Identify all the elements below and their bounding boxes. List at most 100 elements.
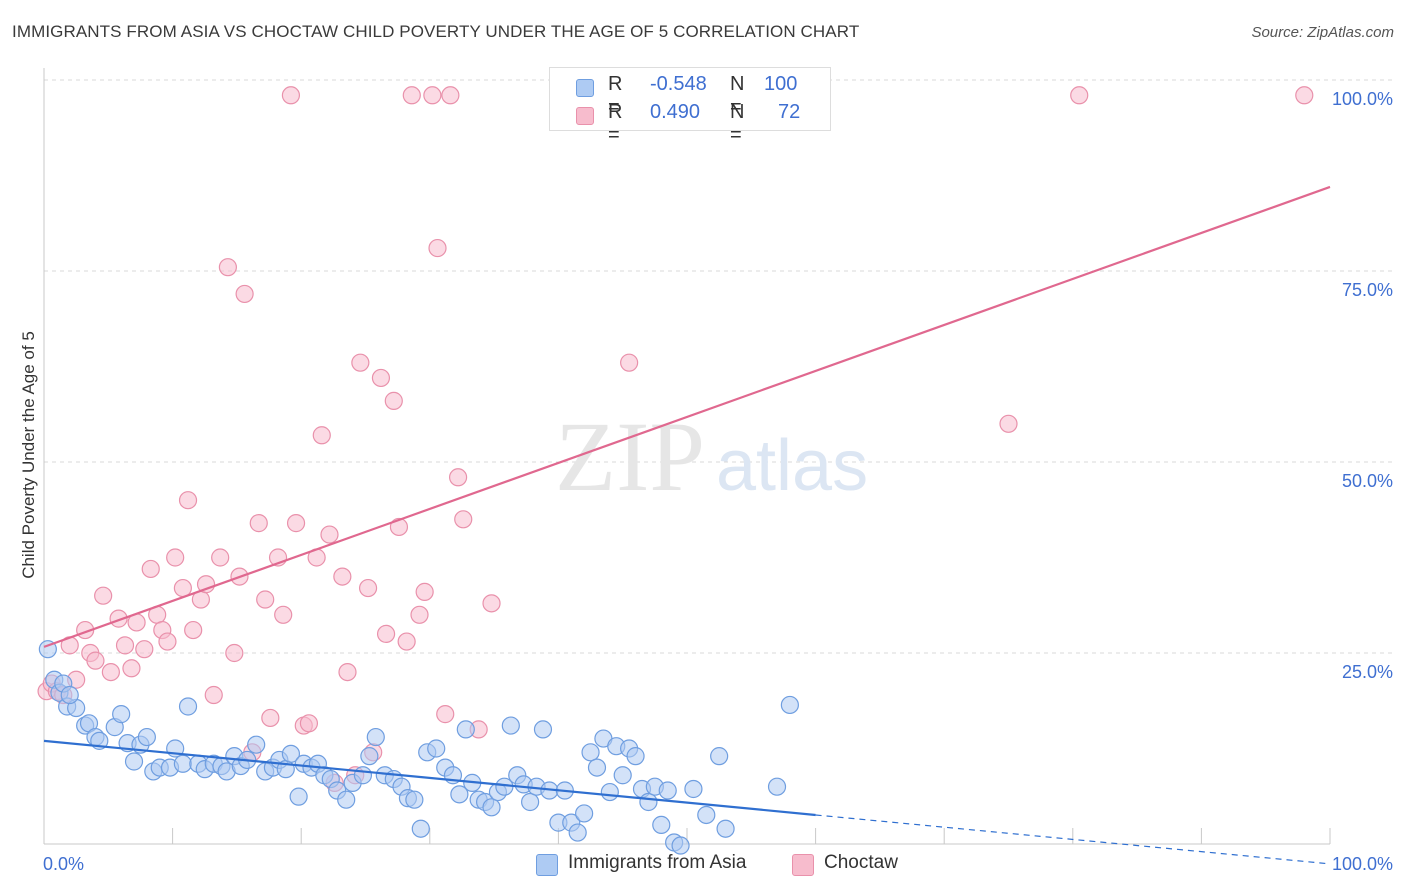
choctaw-point (166, 548, 185, 567)
asia-point (652, 815, 671, 835)
asia-point (60, 685, 79, 705)
grid-lines (44, 79, 1395, 654)
choctaw-point (274, 605, 293, 624)
y-axis-label: Child Poverty Under the Age of 5 (19, 331, 38, 579)
asia-point (411, 819, 430, 838)
asia-trend-extension (815, 814, 1331, 865)
tick-labels: 25.0% 50.0% 75.0% 100.0% 0.0% 100.0% (43, 89, 1393, 874)
choctaw-point (235, 284, 254, 304)
choctaw-point (376, 624, 396, 644)
asia-point (427, 739, 446, 758)
asia-point (716, 819, 735, 838)
correlation-legend: R = -0.548 N = 100 R = 0.490 N = 72 (549, 67, 831, 146)
asia-point (767, 777, 787, 796)
asia-point (501, 716, 520, 735)
choctaw-point (389, 517, 409, 537)
asia-point (575, 804, 594, 823)
choctaw-point (225, 643, 244, 663)
asia-point (482, 798, 501, 817)
asia-point (613, 766, 632, 785)
asia-point (360, 747, 379, 766)
choctaw-point (454, 510, 473, 529)
legend-r-label: R = (608, 73, 623, 118)
bottom-swatch-choctaw (792, 854, 814, 876)
choctaw-point (371, 368, 391, 388)
choctaw-point (351, 353, 370, 372)
asia-point (671, 836, 690, 855)
asia-point (533, 720, 553, 739)
legend-r-value-asia: -0.548 (650, 73, 707, 95)
watermark-atlas: atlas (716, 426, 868, 506)
choctaw-point (211, 548, 230, 567)
choctaw-point (218, 258, 237, 277)
choctaw-point (286, 514, 306, 533)
asia-point (658, 781, 677, 800)
choctaw-point (410, 605, 429, 624)
bottom-swatch-asia (536, 854, 558, 876)
choctaw-point (94, 586, 113, 605)
choctaw-point (358, 578, 378, 598)
asia-point (710, 747, 729, 766)
choctaw-point (256, 590, 275, 609)
choctaw-point (338, 662, 357, 682)
asia-point (697, 805, 716, 825)
x-tick-label: 100.0% (1332, 854, 1393, 874)
asia-point (405, 790, 424, 809)
choctaw-point (423, 86, 442, 105)
choctaw-point (448, 468, 468, 487)
choctaw-point (482, 594, 501, 613)
legend-swatch-asia (576, 79, 594, 97)
asia-point (281, 744, 301, 763)
asia-point (639, 792, 658, 812)
legend-r-label: R = (608, 101, 623, 146)
choctaw-point (122, 659, 141, 678)
choctaw-point (204, 685, 223, 705)
x-tick-label: 0.0% (43, 854, 84, 874)
asia-point (337, 790, 356, 809)
choctaw-point (86, 651, 105, 670)
asia-point (353, 766, 373, 785)
asia-point (581, 743, 600, 762)
asia-point (780, 695, 799, 715)
choctaw-point (402, 86, 421, 105)
asia-point (173, 754, 192, 773)
choctaw-point (333, 567, 352, 586)
choctaw-point (384, 391, 403, 410)
choctaw-point (299, 714, 319, 733)
asia-point (450, 785, 469, 804)
legend-n-label: N = (730, 73, 745, 118)
choctaw-point (397, 632, 416, 651)
bottom-label-asia: Immigrants from Asia (568, 852, 747, 873)
choctaw-point (436, 705, 455, 724)
legend-swatch-choctaw (576, 107, 594, 125)
choctaw-point (261, 708, 280, 728)
choctaw-point (320, 525, 339, 544)
asia-point (456, 720, 475, 739)
asia-point (521, 792, 540, 812)
chart-title: IMMIGRANTS FROM ASIA VS CHOCTAW CHILD PO… (12, 22, 860, 41)
choctaw-point (141, 559, 160, 579)
asia-point (178, 697, 198, 716)
choctaw-point (1295, 86, 1314, 105)
asia-point (587, 758, 607, 777)
choctaw-point (249, 514, 268, 533)
legend-r-value-choctaw: 0.490 (650, 101, 701, 123)
asia-point (289, 787, 308, 806)
choctaw-point (441, 86, 460, 105)
asia-point (626, 747, 645, 766)
choctaw-point (101, 662, 120, 682)
asia-trend-line (43, 739, 816, 817)
choctaw-trend-line (43, 185, 1331, 648)
choctaw-point (135, 640, 154, 659)
trend-lines (43, 185, 1331, 865)
y-tick-label: 25.0% (1342, 662, 1393, 682)
asia-point (568, 823, 587, 842)
bottom-label-choctaw: Choctaw (824, 852, 898, 873)
y-tick-label: 75.0% (1342, 280, 1393, 300)
asia-point (366, 727, 385, 747)
choctaw-point (178, 491, 198, 510)
asia-point (137, 727, 156, 747)
choctaw-point (1070, 86, 1089, 105)
source-label: Source: ZipAtlas.com (1251, 24, 1394, 41)
